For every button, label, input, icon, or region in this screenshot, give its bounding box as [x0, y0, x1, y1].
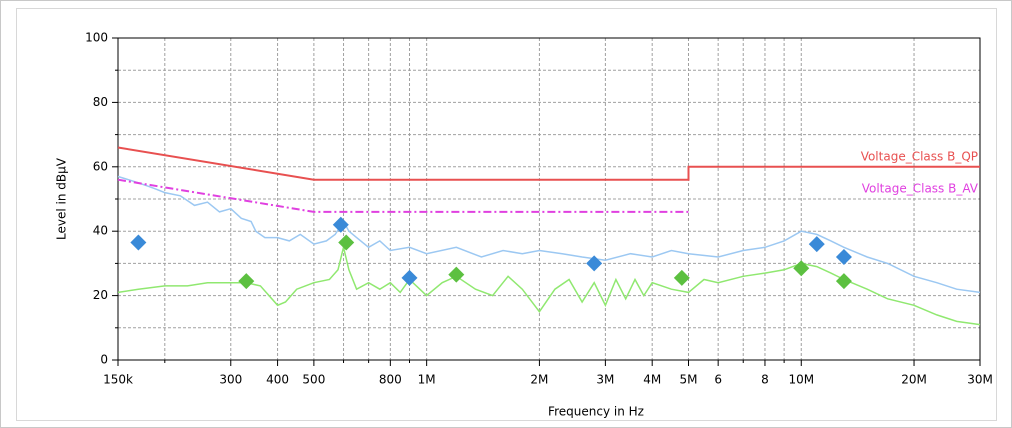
marker	[793, 260, 810, 277]
marker	[448, 266, 465, 283]
x-tick-label: 3M	[596, 373, 614, 387]
y-tick-label: 40	[93, 224, 108, 238]
series-line	[117, 247, 981, 326]
x-tick-label: 800	[379, 373, 402, 387]
marker	[332, 216, 349, 233]
marker	[835, 248, 852, 265]
plot-border	[117, 37, 981, 361]
x-tick-label: 10M	[788, 373, 814, 387]
x-tick-label: 20M	[901, 373, 927, 387]
x-tick-label: 30M	[967, 373, 993, 387]
marker	[338, 234, 355, 251]
series-label: Voltage_Class B_QP	[861, 149, 978, 163]
x-tick-label: 300	[219, 373, 242, 387]
x-tick-label: 150k	[103, 373, 133, 387]
marker	[401, 269, 418, 286]
series-label: Voltage_Class B_AV	[862, 182, 979, 196]
x-tick-label: 4M	[643, 373, 661, 387]
y-tick-label: 0	[100, 353, 108, 367]
marker	[808, 236, 825, 253]
x-tick-label: 2M	[530, 373, 548, 387]
y-tick-label: 20	[93, 288, 108, 302]
x-tick-label: 1M	[418, 373, 436, 387]
x-tick-label: 8	[761, 373, 769, 387]
marker	[835, 273, 852, 290]
marker	[586, 255, 603, 272]
series-line	[117, 146, 980, 181]
y-tick-label: 100	[85, 31, 108, 45]
x-tick-label: 6	[714, 373, 722, 387]
panel	[16, 8, 997, 421]
x-tick-label: 400	[266, 373, 289, 387]
series-line	[117, 175, 981, 294]
x-tick-label: 5M	[679, 373, 697, 387]
y-axis-label: Level in dBµV	[55, 157, 69, 240]
marker	[238, 273, 255, 290]
marker	[673, 269, 690, 286]
x-tick-label: 500	[302, 373, 325, 387]
y-tick-label: 60	[93, 159, 108, 173]
marker	[130, 234, 147, 251]
y-tick-label: 80	[93, 95, 108, 109]
x-axis-label: Frequency in Hz	[548, 405, 644, 419]
